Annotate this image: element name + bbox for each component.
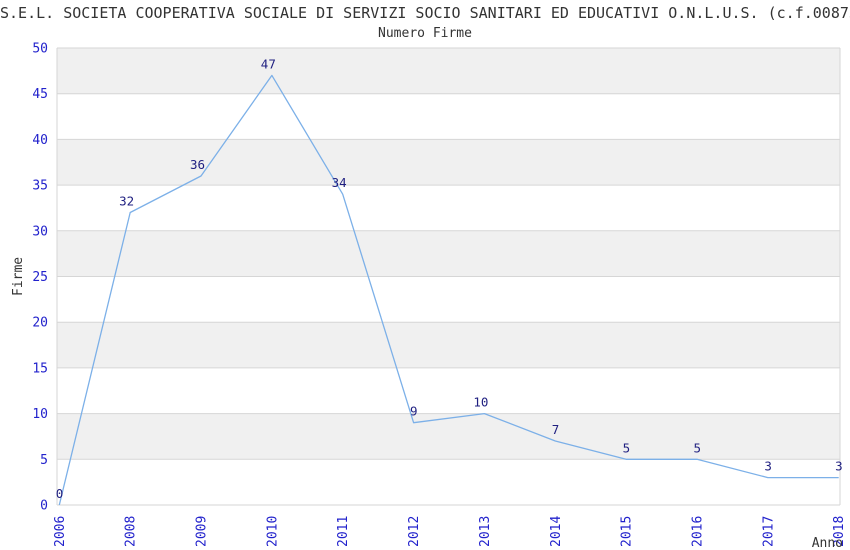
x-tick-label: 2010 bbox=[265, 516, 280, 547]
grid-band bbox=[57, 139, 840, 186]
x-tick-label: 2018 bbox=[832, 516, 847, 547]
chart-subtitle: Numero Firme bbox=[378, 26, 472, 41]
data-point-label: 7 bbox=[552, 422, 560, 437]
data-point-label: 0 bbox=[56, 486, 64, 501]
y-tick-label: 45 bbox=[32, 87, 48, 102]
data-point-label: 9 bbox=[410, 404, 418, 419]
grid-band bbox=[57, 48, 840, 94]
grid-band bbox=[57, 322, 840, 368]
series-line-numero-firme bbox=[58, 74, 839, 506]
data-point-label: 5 bbox=[693, 440, 701, 455]
data-point-label: 5 bbox=[623, 440, 631, 455]
x-tick-label: 2009 bbox=[195, 516, 210, 547]
data-point-label: 32 bbox=[119, 194, 134, 209]
x-tick-label: 2014 bbox=[549, 516, 564, 547]
grid-band bbox=[57, 367, 840, 414]
grid-band bbox=[57, 230, 840, 277]
grid-band bbox=[57, 413, 840, 460]
data-point-label: 3 bbox=[835, 459, 843, 474]
x-axis-title: Anno bbox=[812, 536, 843, 550]
data-point-label: 34 bbox=[332, 175, 347, 190]
x-tick-label: 2013 bbox=[478, 516, 493, 547]
y-tick-label: 0 bbox=[40, 499, 48, 514]
data-point-label: 47 bbox=[261, 56, 276, 71]
data-point-label: 36 bbox=[190, 157, 205, 172]
grid-band bbox=[57, 93, 840, 140]
y-axis-title: Firme bbox=[11, 257, 26, 296]
data-point-label: 3 bbox=[764, 459, 772, 474]
x-tick-label: 2016 bbox=[690, 516, 705, 547]
y-tick-label: 15 bbox=[32, 361, 48, 376]
y-tick-label: 40 bbox=[32, 133, 48, 148]
y-tick-label: 30 bbox=[32, 224, 48, 239]
grid-band bbox=[57, 276, 840, 323]
x-tick-label: 2011 bbox=[336, 516, 351, 547]
y-tick-label: 20 bbox=[32, 316, 48, 331]
y-tick-label: 50 bbox=[32, 42, 48, 57]
grid-band bbox=[57, 459, 840, 505]
x-tick-label: 2012 bbox=[407, 516, 422, 547]
y-tick-label: 25 bbox=[32, 270, 48, 285]
y-tick-label: 35 bbox=[32, 179, 48, 194]
x-tick-label: 2017 bbox=[761, 516, 776, 547]
y-tick-label: 5 bbox=[40, 453, 48, 468]
x-tick-label: 2015 bbox=[620, 516, 635, 547]
chart-title: S.E.L. SOCIETA COOPERATIVA SOCIALE DI SE… bbox=[0, 4, 850, 22]
grid-band bbox=[57, 185, 840, 231]
x-tick-label: 2006 bbox=[53, 516, 68, 547]
x-tick-label: 2008 bbox=[124, 516, 139, 547]
data-point-label: 10 bbox=[473, 395, 488, 410]
y-tick-label: 10 bbox=[32, 407, 48, 422]
